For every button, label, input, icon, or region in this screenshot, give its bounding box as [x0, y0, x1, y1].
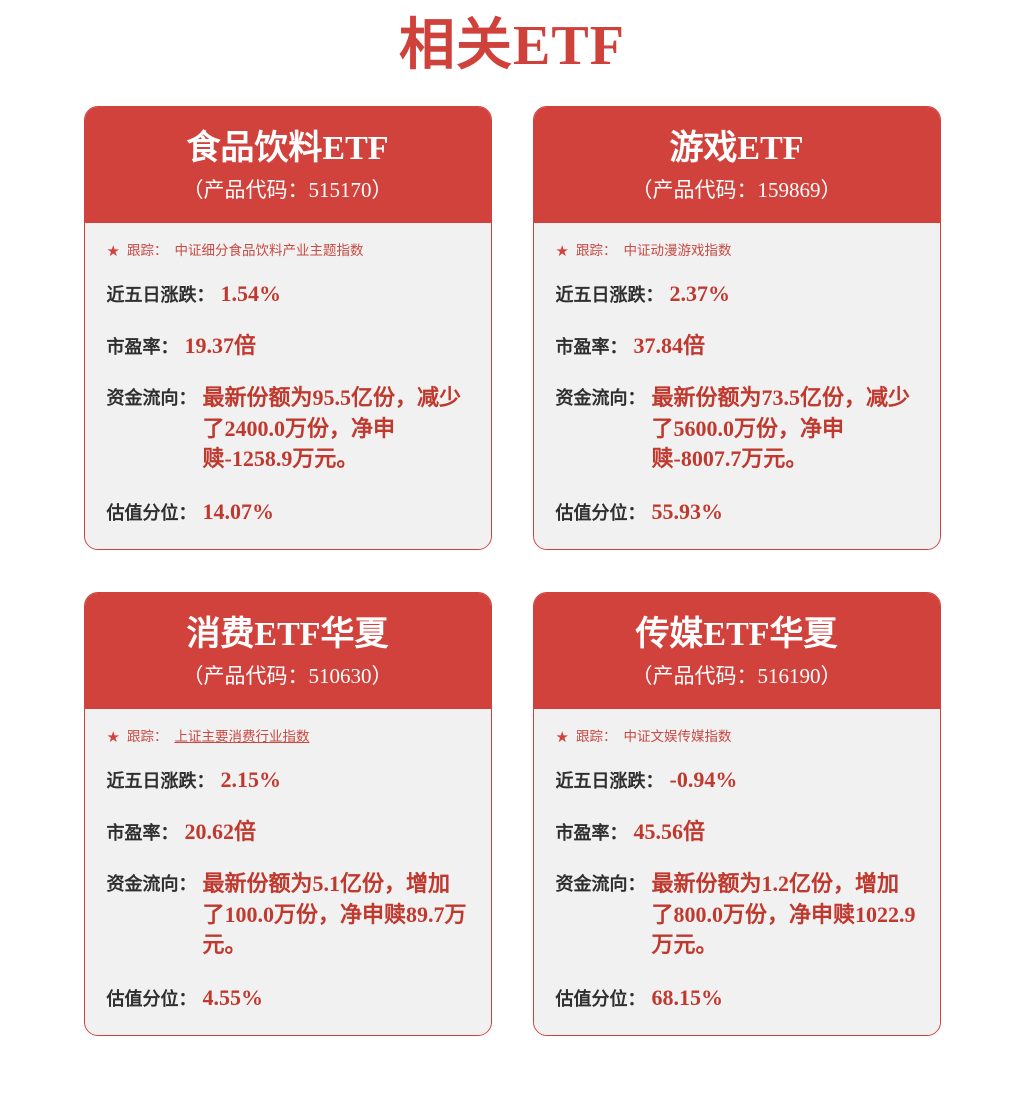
etf-name: 游戏ETF: [669, 130, 804, 167]
tracking-index-row: ★ 跟踪： 中证动漫游戏指数: [556, 243, 918, 259]
pe-ratio-row: 市盈率： 37.84倍: [556, 331, 918, 361]
etf-card[interactable]: 传媒ETF华夏 （产品代码：516190） ★ 跟踪： 中证文娱传媒指数 近五日…: [532, 591, 941, 1036]
tracking-index-value[interactable]: 上证主要消费行业指数: [174, 729, 310, 745]
change-5d-row: 近五日涨跌： 2.15%: [107, 765, 469, 795]
etf-name: 消费ETF华夏: [186, 615, 389, 653]
change-5d-row: 近五日涨跌： 1.54%: [107, 279, 469, 309]
change-5d-label: 近五日涨跌：: [106, 285, 215, 306]
etf-card[interactable]: 游戏ETF （产品代码：159869） ★ 跟踪： 中证动漫游戏指数 近五日涨跌…: [532, 106, 941, 550]
pe-ratio-value: 37.84倍: [633, 333, 706, 359]
star-icon: ★: [106, 728, 120, 746]
fund-flow-value: 最新份额为95.5亿份，减少了2400.0万份，净申赎-1258.9万元。: [202, 384, 462, 472]
tracking-index-value: 中证文娱传媒指数: [623, 729, 732, 745]
card-header: 消费ETF华夏 （产品代码：510630）: [84, 592, 491, 710]
etf-card[interactable]: 消费ETF华夏 （产品代码：510630） ★ 跟踪： 上证主要消费行业指数 近…: [83, 591, 492, 1036]
fund-flow-value: 最新份额为1.2亿份，增加了800.0万份，净申赎1022.9万元。: [651, 870, 916, 958]
card-header: 传媒ETF华夏 （产品代码：516190）: [533, 592, 940, 710]
card-header: 食品饮料ETF （产品代码：515170）: [84, 107, 491, 224]
pe-ratio-row: 市盈率： 45.56倍: [556, 817, 918, 847]
card-body: ★ 跟踪： 中证文娱传媒指数 近五日涨跌： -0.94% 市盈率： 45.56倍…: [533, 709, 940, 1035]
fund-flow-row: 资金流向： 最新份额为95.5亿份，减少了2400.0万份，净申赎-1258.9…: [107, 383, 469, 475]
etf-name: 传媒ETF华夏: [635, 615, 838, 653]
valuation-percentile-value: 14.07%: [202, 499, 275, 525]
tracking-label: 跟踪：: [126, 243, 168, 259]
valuation-percentile-row: 估值分位： 55.93%: [556, 497, 918, 527]
tracking-index-row: ★ 跟踪： 中证文娱传媒指数: [556, 729, 918, 745]
valuation-percentile-value: 55.93%: [651, 499, 724, 525]
change-5d-row: 近五日涨跌： -0.94%: [556, 765, 918, 795]
change-5d-label: 近五日涨跌：: [555, 771, 664, 792]
star-icon: ★: [106, 242, 120, 260]
fund-flow-row: 资金流向： 最新份额为1.2亿份，增加了800.0万份，净申赎1022.9万元。: [556, 869, 918, 961]
tracking-index-value: 中证动漫游戏指数: [623, 243, 732, 259]
pe-ratio-label: 市盈率：: [555, 823, 628, 844]
valuation-percentile-label: 估值分位：: [555, 503, 646, 524]
pe-ratio-label: 市盈率：: [555, 337, 628, 358]
valuation-percentile-value: 4.55%: [202, 985, 264, 1011]
tracking-index-row: ★ 跟踪： 上证主要消费行业指数: [107, 729, 469, 745]
valuation-percentile-row: 估值分位： 4.55%: [107, 983, 469, 1013]
change-5d-value: 2.37%: [669, 281, 731, 307]
valuation-percentile-row: 估值分位： 68.15%: [556, 983, 918, 1013]
pe-ratio-row: 市盈率： 19.37倍: [107, 331, 469, 361]
etf-name: 食品饮料ETF: [186, 130, 389, 167]
change-5d-row: 近五日涨跌： 2.37%: [556, 279, 918, 309]
change-5d-label: 近五日涨跌：: [106, 771, 215, 792]
fund-flow-label: 资金流向：: [555, 387, 646, 408]
page-title: 相关ETF: [399, 15, 625, 77]
pe-ratio-label: 市盈率：: [106, 823, 179, 844]
valuation-percentile-label: 估值分位：: [555, 989, 646, 1010]
valuation-percentile-value: 68.15%: [651, 985, 724, 1011]
card-body: ★ 跟踪： 中证细分食品饮料产业主题指数 近五日涨跌： 1.54% 市盈率： 1…: [84, 223, 491, 549]
tracking-label: 跟踪：: [575, 243, 617, 259]
pe-ratio-value: 45.56倍: [633, 819, 706, 845]
star-icon: ★: [555, 242, 569, 260]
tracking-label: 跟踪：: [575, 729, 617, 745]
etf-product-code: （产品代码：510630）: [182, 664, 393, 689]
pe-ratio-value: 20.62倍: [184, 819, 257, 845]
fund-flow-row: 资金流向： 最新份额为5.1亿份，增加了100.0万份，净申赎89.7万元。: [107, 869, 469, 961]
etf-card[interactable]: 食品饮料ETF （产品代码：515170） ★ 跟踪： 中证细分食品饮料产业主题…: [83, 106, 492, 550]
fund-flow-value: 最新份额为5.1亿份，增加了100.0万份，净申赎89.7万元。: [202, 870, 467, 958]
tracking-index-value: 中证细分食品饮料产业主题指数: [174, 243, 364, 259]
pe-ratio-value: 19.37倍: [184, 333, 257, 359]
valuation-percentile-label: 估值分位：: [106, 503, 197, 524]
change-5d-label: 近五日涨跌：: [555, 285, 664, 306]
change-5d-value: -0.94%: [669, 767, 738, 793]
fund-flow-row: 资金流向： 最新份额为73.5亿份，减少了5600.0万份，净申赎-8007.7…: [556, 383, 918, 475]
card-header: 游戏ETF （产品代码：159869）: [533, 107, 940, 224]
star-icon: ★: [555, 728, 569, 746]
fund-flow-label: 资金流向：: [106, 387, 197, 408]
valuation-percentile-label: 估值分位：: [106, 989, 197, 1010]
valuation-percentile-row: 估值分位： 14.07%: [107, 497, 469, 527]
etf-product-code: （产品代码：515170）: [182, 178, 393, 203]
pe-ratio-row: 市盈率： 20.62倍: [107, 817, 469, 847]
card-body: ★ 跟踪： 上证主要消费行业指数 近五日涨跌： 2.15% 市盈率： 20.62…: [84, 709, 491, 1035]
fund-flow-value: 最新份额为73.5亿份，减少了5600.0万份，净申赎-8007.7万元。: [651, 384, 911, 472]
etf-card-grid: 食品饮料ETF （产品代码：515170） ★ 跟踪： 中证细分食品饮料产业主题…: [0, 106, 1024, 1036]
pe-ratio-label: 市盈率：: [106, 337, 179, 358]
fund-flow-label: 资金流向：: [555, 873, 646, 894]
tracking-label: 跟踪：: [126, 729, 168, 745]
fund-flow-label: 资金流向：: [106, 873, 197, 894]
tracking-index-row: ★ 跟踪： 中证细分食品饮料产业主题指数: [107, 243, 469, 259]
card-body: ★ 跟踪： 中证动漫游戏指数 近五日涨跌： 2.37% 市盈率： 37.84倍 …: [533, 223, 940, 549]
etf-product-code: （产品代码：516190）: [631, 664, 842, 689]
change-5d-value: 1.54%: [220, 281, 282, 307]
etf-product-code: （产品代码：159869）: [631, 178, 842, 203]
change-5d-value: 2.15%: [220, 767, 282, 793]
